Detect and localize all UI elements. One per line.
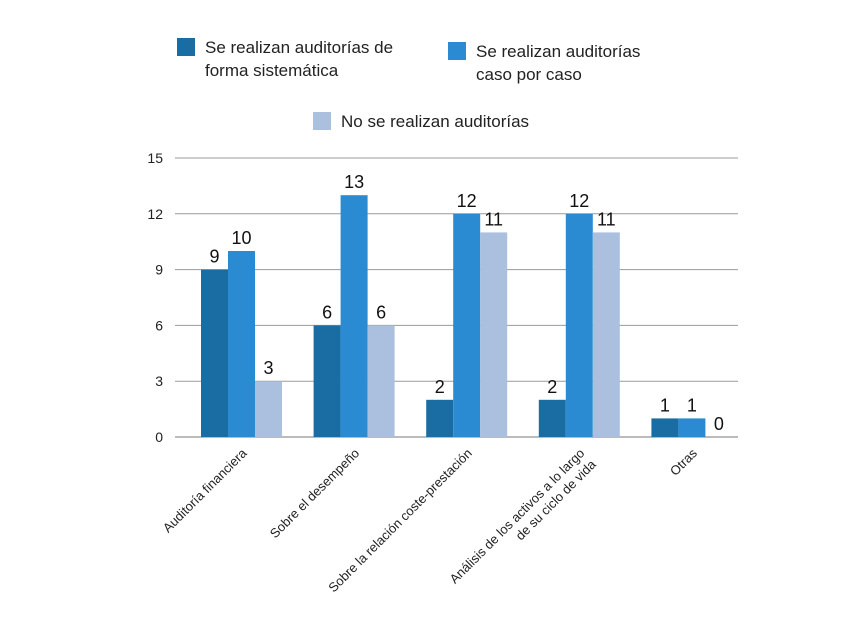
- x-tick-label: Sobre el desempeño: [267, 446, 362, 541]
- legend-swatch-case-by-case: [448, 42, 466, 60]
- data-label: 2: [435, 377, 445, 397]
- bar: [480, 232, 508, 437]
- data-label: 12: [457, 191, 477, 211]
- bar: [313, 325, 341, 437]
- x-tick-label: Otras: [667, 445, 700, 478]
- bar: [538, 399, 566, 437]
- data-label: 11: [484, 209, 503, 229]
- bar: [367, 325, 395, 437]
- legend-item-none: No se realizan auditorías: [313, 110, 529, 133]
- legend-swatch-none: [313, 112, 331, 130]
- bar: [340, 195, 368, 437]
- data-label: 1: [660, 395, 670, 415]
- data-label: 0: [714, 414, 724, 434]
- data-label: 11: [597, 209, 616, 229]
- bar: [201, 269, 228, 437]
- data-label: 13: [344, 172, 364, 192]
- bar: [678, 418, 706, 437]
- data-label: 10: [231, 228, 251, 248]
- bar: [228, 251, 255, 437]
- legend-item-case-by-case: Se realizan auditorías caso por caso: [448, 40, 640, 86]
- data-label: 3: [263, 358, 273, 378]
- bar: [453, 213, 481, 437]
- legend-swatch-systematic: [177, 38, 195, 56]
- y-tick-label: 0: [155, 429, 163, 445]
- legend-label-none: No se realizan auditorías: [341, 112, 530, 131]
- y-tick-label: 3: [155, 373, 163, 389]
- data-label: 9: [209, 247, 219, 267]
- bar: [592, 232, 620, 437]
- y-tick-label: 9: [155, 262, 163, 278]
- bar: [426, 399, 454, 437]
- legend-label-case-by-case: Se realizan auditorías caso por caso: [476, 42, 641, 84]
- y-tick-label: 15: [147, 150, 163, 166]
- y-tick-label: 6: [155, 317, 163, 333]
- bar: [651, 418, 679, 437]
- legend-label-systematic: Se realizan auditorías de forma sistemát…: [205, 38, 394, 80]
- x-tick-label: Auditoría financiera: [160, 445, 250, 535]
- y-tick-label: 12: [147, 206, 163, 222]
- data-label: 2: [547, 377, 557, 397]
- data-label: 6: [322, 302, 332, 322]
- bar: [565, 213, 593, 437]
- data-label: 12: [569, 191, 589, 211]
- bar: [255, 381, 282, 437]
- legend-item-systematic: Se realizan auditorías de forma sistemát…: [177, 36, 393, 82]
- x-tick-label: Análisis de los activos a lo largode su …: [447, 445, 600, 598]
- data-label: 6: [376, 302, 386, 322]
- data-label: 1: [687, 395, 697, 415]
